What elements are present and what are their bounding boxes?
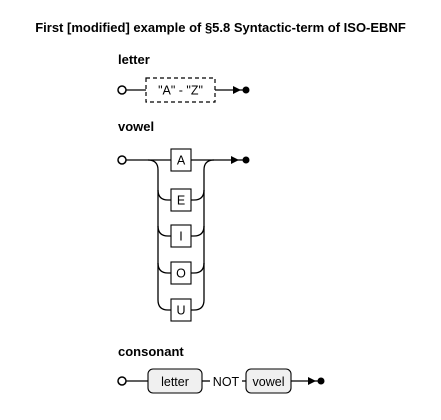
rule-letter: "A" - "Z" [117, 77, 250, 103]
end-node [317, 377, 325, 385]
choice-box-o [170, 261, 192, 285]
choice-box-a [170, 148, 192, 172]
nonterminal-vowel-label: vowel [253, 375, 285, 389]
choice-box-u [170, 298, 192, 322]
terminal-range-label: "A" - "Z" [158, 84, 203, 98]
end-node [242, 156, 250, 164]
end-node [242, 86, 250, 94]
start-node [117, 155, 127, 165]
rule-vowel: A E I O U [117, 148, 250, 322]
choice-box-i [170, 224, 192, 248]
choice-label-i: I [179, 230, 182, 244]
keyword-not: NOT [213, 375, 240, 389]
choice-label-o: O [176, 267, 186, 281]
nonterminal-letter-label: letter [161, 375, 189, 389]
diagram-title: First [modified] example of §5.8 Syntact… [35, 20, 406, 35]
choice-label-u: U [176, 304, 185, 318]
start-node [117, 376, 127, 386]
choice-label-a: A [177, 154, 186, 168]
rule-consonant: letter NOT vowel [117, 368, 325, 394]
choice-box-e [170, 188, 192, 212]
rule-name-letter: letter [118, 52, 150, 67]
start-node [117, 85, 127, 95]
rule-name-vowel: vowel [118, 119, 154, 134]
rule-name-consonant: consonant [118, 344, 184, 359]
terminal-range-box [145, 77, 216, 103]
choice-label-e: E [177, 194, 185, 208]
